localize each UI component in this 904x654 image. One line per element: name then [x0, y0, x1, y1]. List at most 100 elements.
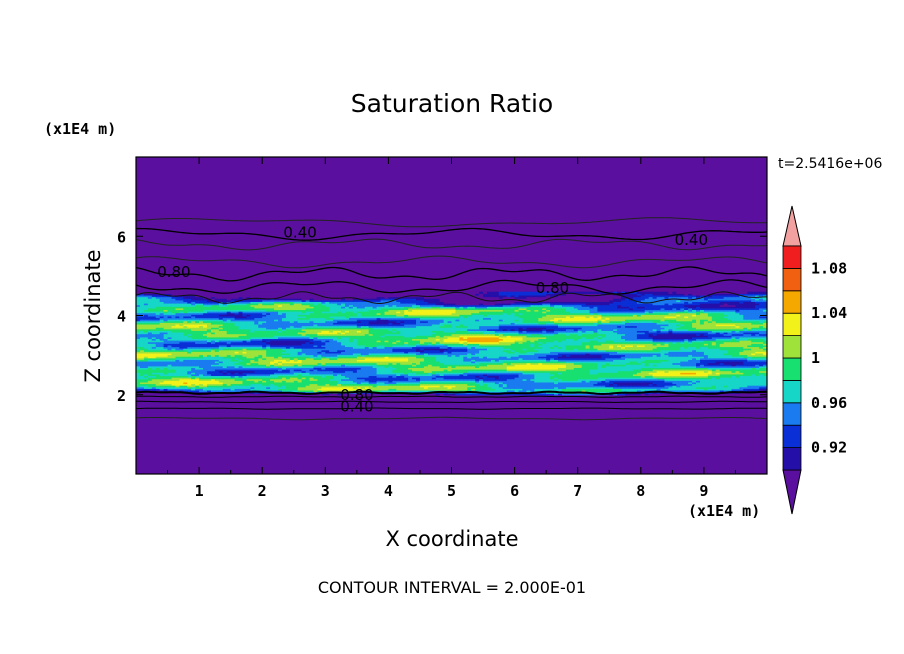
field-cell	[159, 364, 165, 367]
field-cell	[613, 385, 618, 388]
field-cell	[380, 346, 386, 349]
field-cell	[234, 346, 240, 349]
field-cell	[270, 385, 275, 388]
field-cell	[514, 389, 520, 393]
field-cell	[617, 386, 622, 389]
field-cell	[707, 383, 713, 386]
field-cell	[325, 359, 330, 362]
field-cell	[557, 380, 563, 383]
field-cell	[751, 357, 756, 360]
field-cell	[617, 349, 622, 352]
field-cell	[230, 377, 236, 380]
field-cell	[538, 380, 543, 383]
field-cell	[542, 386, 547, 389]
field-cell	[707, 359, 713, 362]
field-cell	[479, 389, 484, 393]
field-cell	[277, 389, 283, 393]
field-cell	[664, 357, 669, 360]
field-cell	[443, 385, 449, 388]
field-cell	[467, 386, 472, 389]
field-cell	[735, 362, 740, 365]
field-cell	[210, 351, 216, 354]
field-cell	[522, 348, 528, 351]
field-cell	[498, 370, 504, 373]
field-cell	[408, 356, 413, 359]
field-cell	[735, 352, 740, 356]
field-cell	[451, 367, 457, 370]
field-cell	[313, 367, 319, 370]
field-cell	[715, 373, 721, 377]
field-cell	[214, 357, 220, 360]
field-cell	[163, 375, 169, 378]
field-cell	[455, 344, 460, 348]
field-cell	[356, 381, 362, 385]
field-cell	[538, 378, 543, 381]
field-cell	[368, 359, 374, 362]
field-cell	[502, 386, 508, 389]
field-cell	[274, 349, 279, 352]
field-cell	[711, 360, 717, 364]
field-cell	[151, 367, 157, 370]
field-cell	[214, 351, 220, 354]
field-cell	[475, 393, 480, 396]
field-cell	[703, 367, 709, 370]
field-cell	[380, 389, 386, 393]
field-cell	[348, 357, 354, 360]
field-cell	[143, 352, 149, 356]
field-cell	[171, 393, 177, 396]
field-cell	[321, 380, 326, 383]
field-cell	[360, 351, 366, 354]
field-cell	[680, 367, 685, 370]
field-cell	[372, 367, 378, 370]
field-cell	[763, 359, 767, 362]
field-cell	[498, 357, 504, 360]
field-cell	[416, 388, 421, 391]
field-cell	[617, 344, 622, 348]
field-cell	[254, 380, 259, 383]
field-cell	[337, 381, 342, 385]
field-cell	[321, 346, 326, 349]
field-cell	[699, 378, 705, 381]
field-cell	[632, 377, 638, 380]
field-cell	[147, 356, 153, 359]
field-cell	[455, 368, 460, 372]
field-cell	[345, 365, 350, 368]
field-cell	[337, 393, 342, 396]
field-cell	[376, 383, 382, 386]
field-cell	[490, 344, 496, 348]
field-cell	[735, 372, 740, 375]
field-cell	[246, 354, 251, 357]
field-cell	[226, 367, 232, 370]
field-cell	[218, 377, 224, 380]
field-cell	[206, 354, 212, 357]
field-cell	[246, 346, 251, 349]
field-cell	[751, 356, 756, 359]
field-cell	[731, 381, 737, 385]
field-cell	[423, 357, 429, 360]
field-cell	[242, 352, 248, 356]
field-cell	[510, 348, 516, 351]
field-cell	[573, 365, 579, 368]
field-cell	[293, 357, 299, 360]
field-cell	[557, 352, 563, 356]
field-cell	[471, 375, 476, 378]
field-cell	[147, 349, 153, 352]
field-cell	[593, 349, 599, 352]
field-cell	[534, 377, 539, 380]
field-cell	[703, 362, 709, 365]
field-cell	[159, 354, 165, 357]
field-cell	[262, 380, 267, 383]
field-cell	[159, 370, 165, 373]
field-cell	[676, 393, 681, 396]
field-cell	[577, 348, 583, 351]
field-cell	[427, 344, 433, 348]
field-cell	[538, 381, 543, 385]
field-cell	[696, 383, 701, 386]
field-cell	[479, 346, 484, 349]
field-cell	[546, 388, 551, 391]
field-cell	[554, 364, 559, 367]
field-cell	[699, 356, 705, 359]
field-cell	[660, 370, 666, 373]
field-cell	[636, 373, 642, 377]
field-cell	[191, 386, 196, 389]
